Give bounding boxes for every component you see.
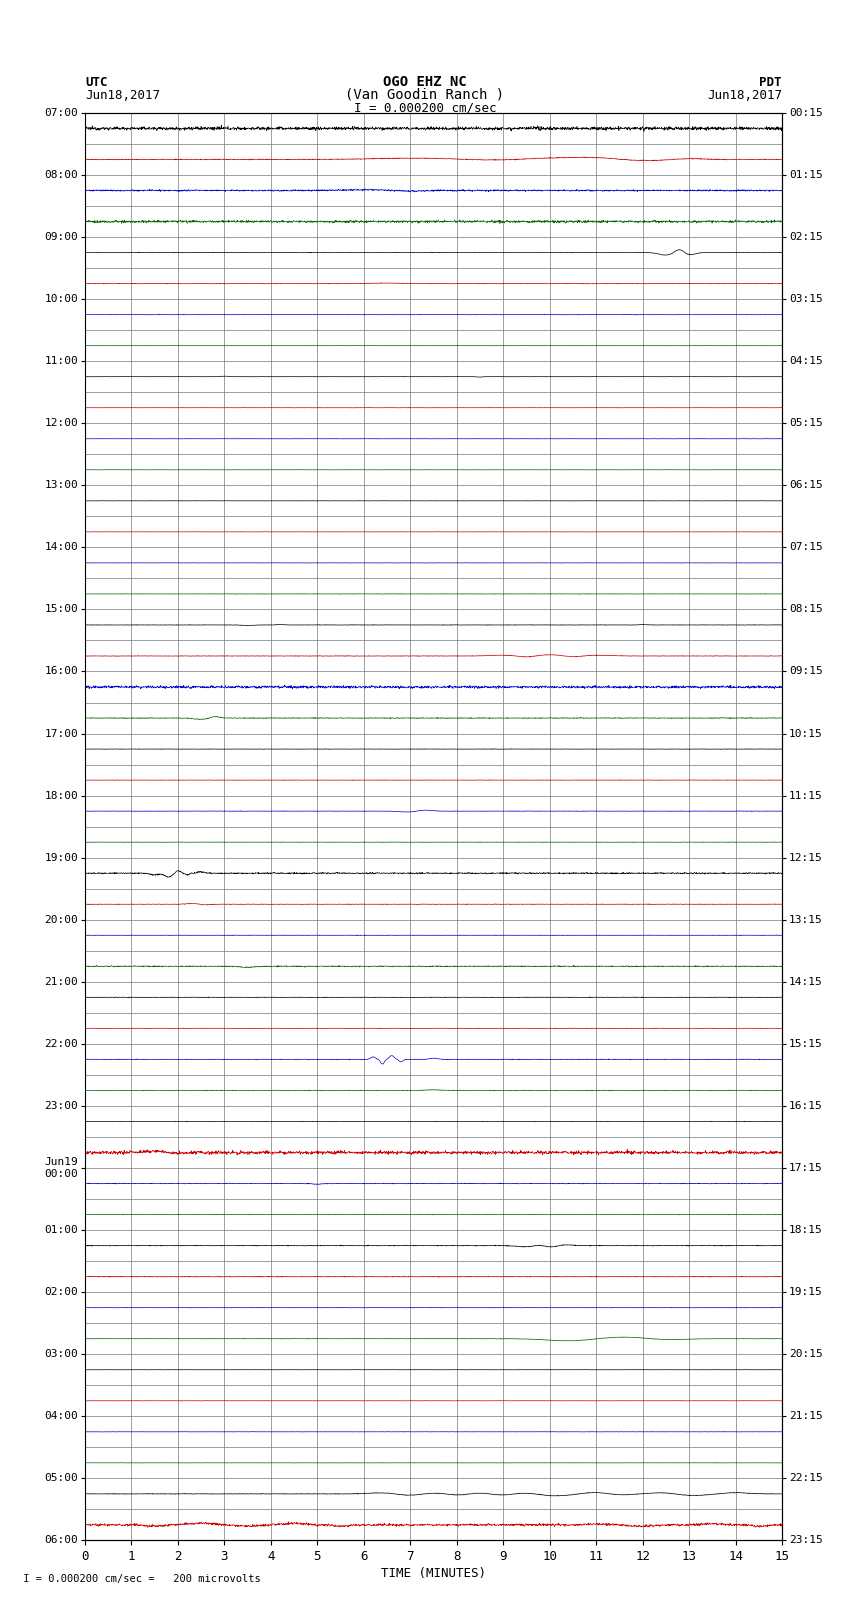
X-axis label: TIME (MINUTES): TIME (MINUTES) xyxy=(381,1568,486,1581)
Text: PDT: PDT xyxy=(760,76,782,89)
Text: OGO EHZ NC: OGO EHZ NC xyxy=(383,74,467,89)
Text: I = 0.000200 cm/sec: I = 0.000200 cm/sec xyxy=(354,102,496,115)
Text: Jun18,2017: Jun18,2017 xyxy=(707,89,782,102)
Text: Jun18,2017: Jun18,2017 xyxy=(85,89,160,102)
Text: UTC: UTC xyxy=(85,76,107,89)
Text: I = 0.000200 cm/sec =   200 microvolts: I = 0.000200 cm/sec = 200 microvolts xyxy=(17,1574,261,1584)
Text: (Van Goodin Ranch ): (Van Goodin Ranch ) xyxy=(345,87,505,102)
